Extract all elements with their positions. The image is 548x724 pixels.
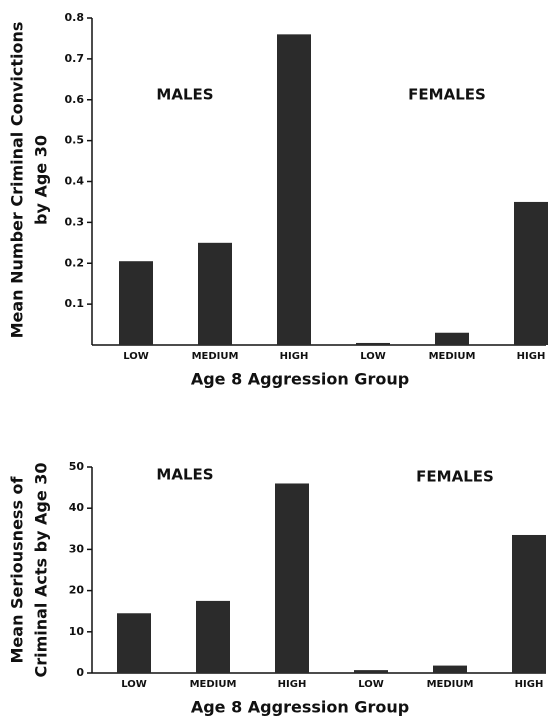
- y-tick-label: 30: [69, 542, 85, 555]
- bar: [277, 34, 311, 345]
- x-tick-label: MEDIUM: [192, 351, 239, 362]
- y-axis-label: Criminal Acts by Age 30: [32, 462, 51, 677]
- x-tick-label: LOW: [358, 679, 384, 690]
- y-tick-label: 0.2: [65, 256, 85, 269]
- annotation: FEMALES: [408, 86, 486, 104]
- y-axis-label: Mean Seriousness of: [8, 475, 27, 663]
- x-tick-label: MEDIUM: [190, 679, 237, 690]
- x-tick-label: MEDIUM: [427, 679, 474, 690]
- annotation: MALES: [156, 466, 213, 484]
- y-tick-label: 40: [69, 501, 85, 514]
- bar: [196, 600, 230, 673]
- x-axis-label: Age 8 Aggression Group: [191, 698, 409, 717]
- bar: [356, 342, 390, 345]
- x-tick-label: HIGH: [515, 679, 544, 690]
- bar: [433, 665, 467, 673]
- y-axis-label: Mean Number Criminal Convictions: [8, 22, 27, 339]
- y-tick-label: 0.1: [65, 297, 85, 310]
- bar: [435, 332, 469, 345]
- bar: [275, 483, 309, 673]
- bar: [117, 613, 151, 673]
- bar: [512, 534, 546, 673]
- y-tick-label: 50: [69, 460, 85, 473]
- x-axis-label: Age 8 Aggression Group: [191, 370, 409, 389]
- bar: [514, 201, 548, 345]
- y-tick-label: 0.7: [65, 52, 85, 65]
- y-tick-label: 0.6: [65, 93, 85, 106]
- bar: [354, 670, 388, 673]
- y-axis-label: by Age 30: [32, 135, 51, 225]
- annotation: MALES: [156, 86, 213, 104]
- x-tick-label: HIGH: [278, 679, 307, 690]
- x-tick-label: LOW: [360, 351, 386, 362]
- y-tick-label: 0: [76, 666, 84, 679]
- x-tick-label: HIGH: [517, 351, 546, 362]
- y-tick-label: 0.5: [65, 134, 85, 147]
- y-tick-label: 10: [69, 625, 85, 638]
- x-tick-label: LOW: [123, 351, 149, 362]
- bar: [198, 242, 232, 345]
- bar: [119, 261, 153, 345]
- x-tick-label: MEDIUM: [429, 351, 476, 362]
- y-tick-label: 20: [69, 584, 85, 597]
- y-tick-label: 0.8: [65, 11, 85, 24]
- y-tick-label: 0.4: [65, 175, 85, 188]
- y-tick-label: 0.3: [65, 215, 85, 228]
- annotation: FEMALES: [416, 468, 494, 486]
- x-tick-label: HIGH: [280, 351, 309, 362]
- x-tick-label: LOW: [121, 679, 147, 690]
